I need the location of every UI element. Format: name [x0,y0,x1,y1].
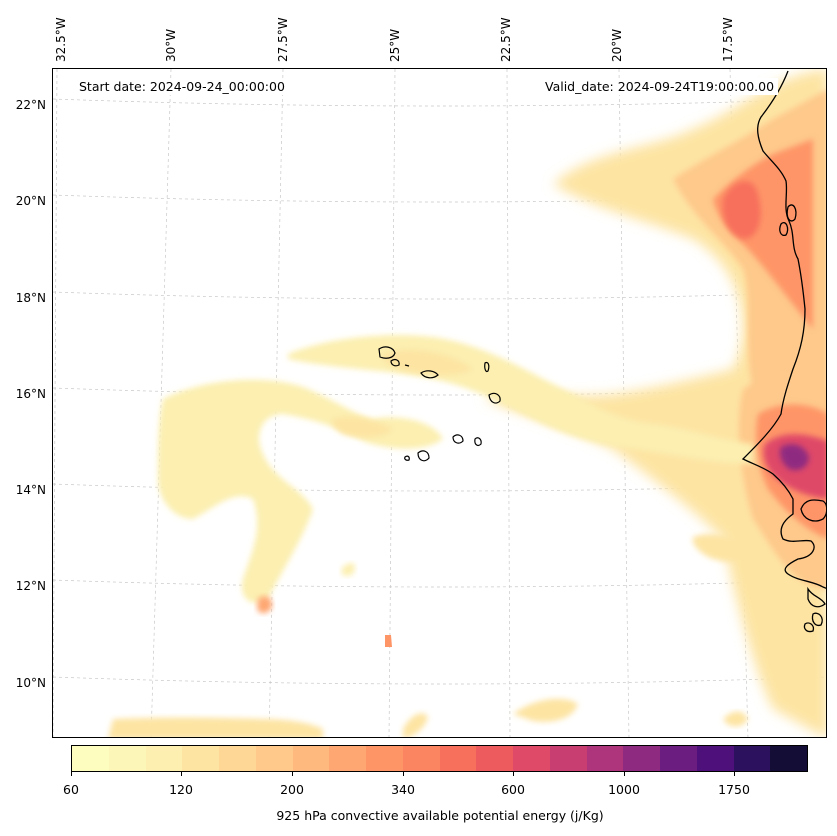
colorbar-segment-11 [476,746,513,771]
colorbar-segment-7 [329,746,366,771]
colorbar-segment-0 [72,746,109,771]
cape-verde-islands-outline [378,346,501,462]
cb-tick-1000: 1000 [608,782,640,797]
cb-tick-200: 200 [280,782,304,797]
cape-colorbar [71,745,808,772]
cb-tickmark [181,772,182,776]
cb-tickmark [513,772,514,776]
lat-label-22n: 22°N [15,98,46,112]
lon-label-27-5w: 27.5°W [276,17,290,62]
valid-date-label: Valid_date: 2024-09-24T19:00:00.00 [541,78,779,95]
colorbar-segment-14 [586,746,624,771]
cb-tickmark [624,772,625,776]
colorbar-segment-15 [623,746,660,771]
colorbar-label: 925 hPa convective available potential e… [276,808,604,823]
colorbar-segment-3 [182,746,219,771]
lon-label-25w: 25°W [388,28,402,62]
lon-label-30w: 30°W [164,28,178,62]
cb-tickmark [734,772,735,776]
cb-tick-1750: 1750 [718,782,750,797]
lat-label-16n: 16°N [15,387,46,401]
colorbar-segment-5 [255,746,293,771]
colorbar-segment-6 [292,746,330,771]
map-panel[interactable]: Start date: 2024-09-24_00:00:00 Valid_da… [52,68,827,738]
colorbar-segment-17 [696,746,734,771]
colorbar-segment-13 [549,746,587,771]
cb-tick-60: 60 [63,782,79,797]
colorbar-segment-8 [366,746,403,771]
colorbar-segment-12 [513,746,550,771]
cb-tick-600: 600 [501,782,525,797]
lon-label-17-5w: 17.5°W [721,17,735,62]
colorbar-segment-10 [439,746,477,771]
start-date-label: Start date: 2024-09-24_00:00:00 [75,78,289,95]
coastline-outline [741,70,826,633]
colorbar-segment-4 [219,746,256,771]
colorbar-segment-9 [402,746,440,771]
lon-label-22-5w: 22.5°W [499,17,513,62]
lon-label-20w: 20°W [610,28,624,62]
lon-label-32-5w: 32.5°W [54,17,68,62]
cb-tickmark [403,772,404,776]
lat-label-10n: 10°N [15,676,46,690]
lat-label-18n: 18°N [15,291,46,305]
cb-tickmark [71,772,72,776]
cb-tick-340: 340 [391,782,415,797]
cb-tickmark [292,772,293,776]
colorbar-segment-18 [733,746,771,771]
lat-label-14n: 14°N [15,483,46,497]
cb-tick-120: 120 [169,782,193,797]
cape-contour-field [108,69,826,737]
cape-map-canvas [53,69,826,737]
colorbar-segment-19 [770,746,807,771]
lat-label-20n: 20°N [15,194,46,208]
colorbar-segment-16 [660,746,697,771]
colorbar-segment-1 [108,746,146,771]
colorbar-segment-2 [145,746,183,771]
lat-label-12n: 12°N [15,579,46,593]
